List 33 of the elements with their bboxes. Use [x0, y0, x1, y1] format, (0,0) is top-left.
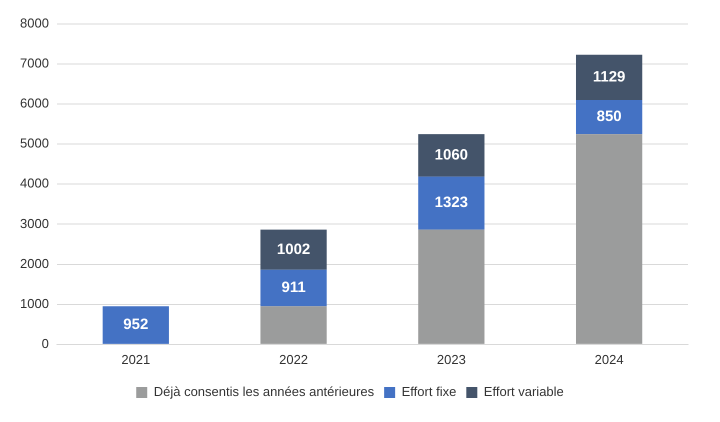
data-label: 1002	[276, 240, 310, 258]
bar	[576, 134, 642, 344]
y-tick-label: 4000	[20, 176, 49, 191]
y-tick-label: 8000	[20, 15, 49, 30]
bar	[576, 100, 642, 134]
bar	[260, 306, 327, 344]
y-tick-label: 6000	[20, 96, 49, 111]
y-tick-label: 2000	[20, 256, 49, 271]
x-tick-label: 2021	[121, 352, 150, 367]
y-tick-label: 7000	[20, 55, 49, 70]
bar	[418, 134, 484, 177]
x-tick-label: 2023	[436, 352, 466, 367]
y-tick-label: 0	[42, 336, 49, 351]
data-label: 1060	[434, 146, 468, 164]
legend-label: Déjà consentis les années antérieures	[154, 384, 375, 400]
data-label: 952	[123, 316, 148, 334]
bar	[418, 230, 484, 344]
data-label: 1129	[592, 68, 626, 86]
bar	[418, 176, 484, 230]
x-tick-label: 2022	[279, 352, 308, 367]
y-tick-label: 5000	[20, 136, 49, 151]
y-tick-label: 1000	[20, 296, 49, 311]
bar	[260, 230, 327, 270]
bar	[260, 270, 327, 306]
data-label: 850	[596, 108, 622, 126]
data-label: 911	[281, 279, 306, 296]
data-label: 1323	[434, 194, 468, 212]
bar	[576, 54, 642, 100]
legend-label: Effort fixe	[402, 384, 456, 400]
y-tick-label: 3000	[20, 216, 49, 231]
bar	[102, 306, 169, 344]
x-tick-label: 2024	[594, 352, 624, 367]
legend-label: Effort variable	[484, 384, 564, 400]
